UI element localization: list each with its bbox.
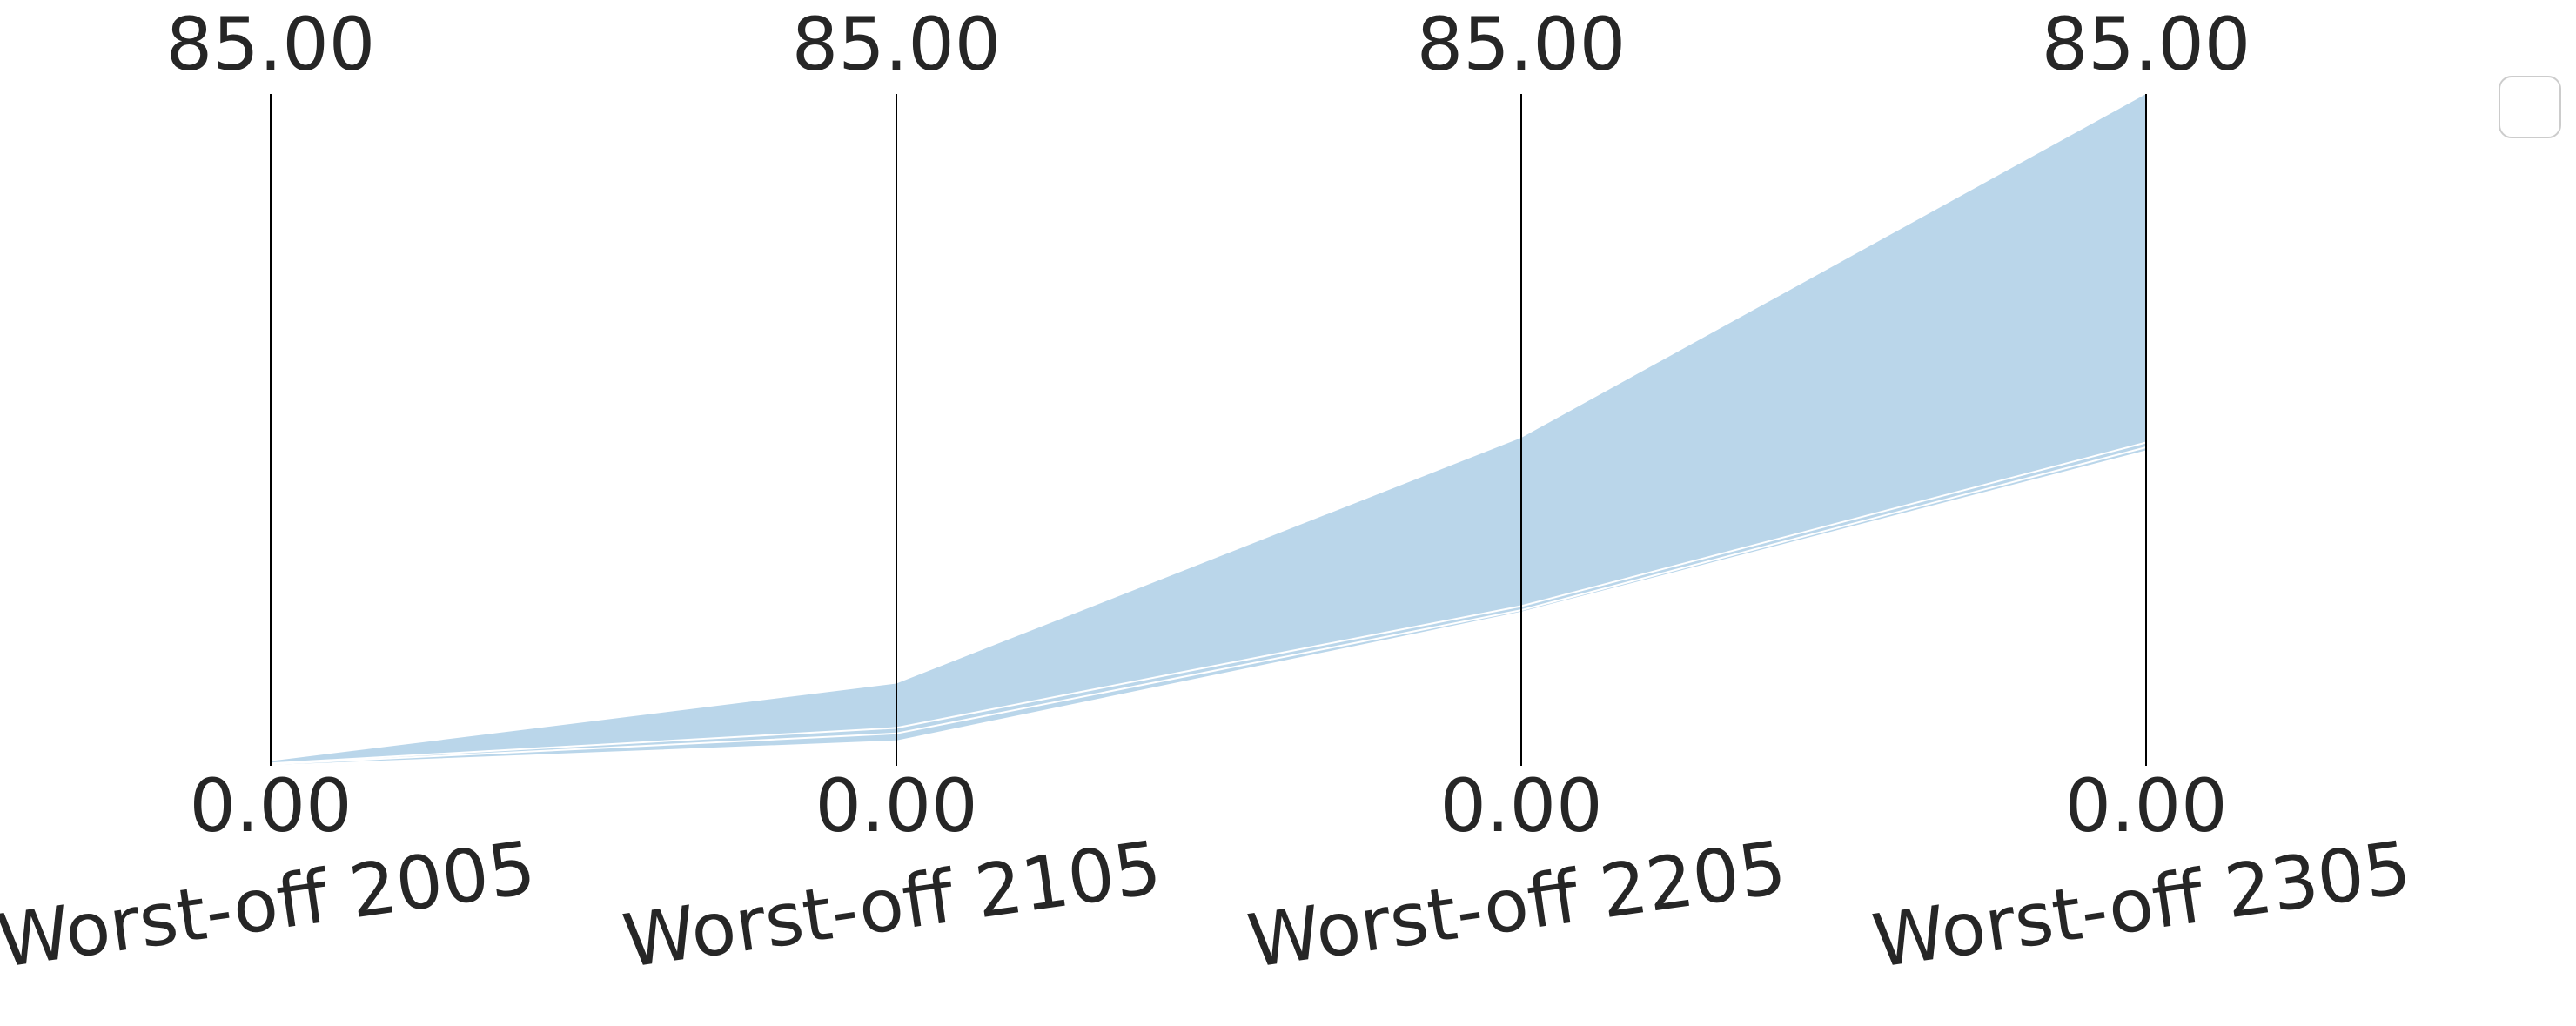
- value-band: [271, 94, 2146, 766]
- value-band-layer: [271, 94, 2146, 766]
- axis-layer: [270, 94, 2147, 766]
- axis-min-label-3: 0.00: [1439, 763, 1602, 848]
- axis-min-label-1: 0.00: [189, 763, 352, 848]
- axis-max-label-4: 85.00: [2042, 2, 2251, 87]
- trace-line-2: [270, 446, 2147, 766]
- axis-max-label-3: 85.00: [1417, 2, 1626, 87]
- axis-max-label-1: 85.00: [166, 2, 375, 87]
- trace-layer: [270, 441, 2147, 767]
- axis-max-label-2: 85.00: [792, 2, 1001, 87]
- axis-min-label-2: 0.00: [815, 763, 977, 848]
- axis-min-label-4: 0.00: [2064, 763, 2227, 848]
- legend-box: [2499, 76, 2561, 138]
- trace-line-3: [270, 441, 2147, 765]
- trace-line-1: [270, 450, 2147, 767]
